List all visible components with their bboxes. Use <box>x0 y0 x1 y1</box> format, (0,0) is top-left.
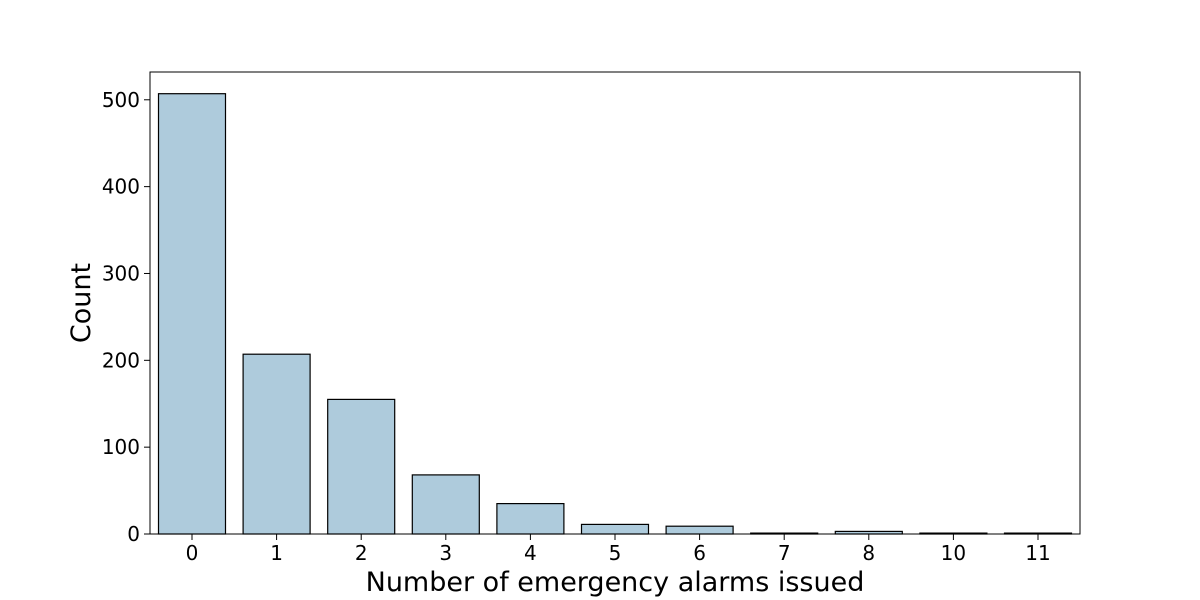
y-tick-label-0: 0 <box>127 522 140 546</box>
bar-6 <box>665 525 734 535</box>
x-tick-label-3: 3 <box>439 541 452 565</box>
bar-5 <box>580 523 650 535</box>
bars-group <box>157 93 1073 535</box>
y-axis-label: Count <box>66 263 97 343</box>
x-tick-label-1: 1 <box>270 541 283 565</box>
x-tick-label-11: 11 <box>1025 541 1050 565</box>
y-tick-label-500: 500 <box>102 88 140 112</box>
y-tick-label-200: 200 <box>102 348 140 372</box>
y-axis-ticks: 0 100 200 300 400 500 <box>102 88 150 546</box>
x-tick-label-5: 5 <box>609 541 622 565</box>
x-tick-label-8: 8 <box>862 541 875 565</box>
x-tick-label-10: 10 <box>941 541 966 565</box>
bar-4 <box>496 503 565 535</box>
y-tick-label-400: 400 <box>102 175 140 199</box>
bar-2 <box>327 398 396 535</box>
bar-0 <box>157 93 227 535</box>
x-tick-label-2: 2 <box>355 541 368 565</box>
bar-3 <box>411 474 480 535</box>
x-axis-label: Number of emergency alarms issued <box>366 567 865 598</box>
x-tick-label-7: 7 <box>778 541 791 565</box>
bar-1 <box>242 353 311 535</box>
x-tick-label-0: 0 <box>186 541 199 565</box>
y-tick-label-300: 300 <box>102 261 140 285</box>
y-tick-label-100: 100 <box>102 435 140 459</box>
x-axis-ticks: 0 1 2 3 4 5 6 7 8 10 11 <box>186 534 1051 565</box>
x-tick-label-6: 6 <box>693 541 706 565</box>
x-tick-label-4: 4 <box>524 541 537 565</box>
